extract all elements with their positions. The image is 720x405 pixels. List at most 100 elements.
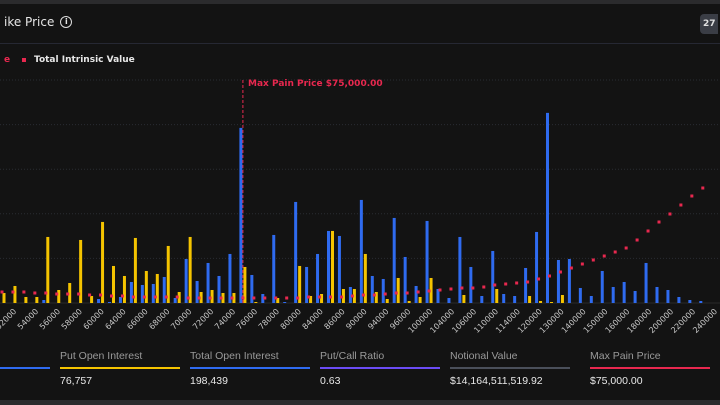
intrinsic-value-point [372,293,376,297]
put-oi-bar [374,291,378,303]
intrinsic-value-point [580,262,584,266]
x-tick-label: 240000 [691,307,719,335]
call-oi-bar [184,258,188,303]
intrinsic-value-point [307,295,311,299]
call-oi-bar [348,286,352,303]
call-oi-bar [97,298,101,303]
put-oi-bar [46,236,50,303]
intrinsic-value-point [208,296,212,300]
call-oi-bar [622,281,626,303]
put-oi-bar [407,300,411,303]
put-oi-bar [396,277,400,303]
intrinsic-value-point [0,290,4,294]
intrinsic-value-point [252,296,256,300]
stat-label: Max Pain Price [590,350,661,362]
x-tick-label: 58000 [60,307,84,331]
put-oi-bar [352,288,356,303]
intrinsic-value-point [537,277,541,281]
intrinsic-value-point [33,291,37,295]
call-oi-bar [567,258,571,303]
stat-label [0,350,50,367]
put-oi-bar [177,291,181,303]
put-oi-bar [188,236,192,303]
intrinsic-value-point [77,292,81,296]
x-tick-label: 86000 [322,307,346,331]
call-oi-bar [644,262,648,303]
call-oi-bar [535,231,539,303]
intrinsic-value-point [635,238,639,242]
intrinsic-value-point [131,295,135,299]
intrinsic-value-point [548,274,551,278]
put-oi-bar [385,298,389,303]
intrinsic-value-point [515,281,519,285]
put-oi-bar [35,296,39,303]
call-oi-bar [162,276,166,303]
range-button[interactable]: 27 [700,14,718,34]
call-oi-bar [173,297,177,303]
x-tick-label: 84000 [301,307,325,331]
x-tick-label: 80000 [279,307,303,331]
intrinsic-value-point [22,290,26,294]
intrinsic-value-point [142,295,146,299]
call-oi-bar [655,286,659,303]
call-oi-bar [195,280,199,303]
put-oi-bar [199,291,203,303]
call-oi-bar [436,288,440,303]
stat-label: Put Open Interest [60,350,143,362]
intrinsic-value-point [175,295,179,299]
stat-value: $75,000.00 [590,375,643,387]
put-oi-bar [462,294,466,303]
call-oi-bar [480,295,484,303]
intrinsic-value-point [11,290,15,294]
call-oi-bar [316,253,320,303]
intrinsic-value-point [701,186,705,190]
intrinsic-value-point [153,295,157,299]
intrinsic-value-point [558,270,562,274]
call-oi-bar [414,285,418,303]
intrinsic-value-point [449,287,453,291]
intrinsic-value-point [197,296,201,300]
call-oi-bar [611,286,615,303]
stat-value: $14,164,511,519.92 [450,375,543,387]
put-oi-bar [122,275,126,303]
call-oi-bar [447,297,451,303]
put-oi-bar [221,292,225,303]
intrinsic-value-point [482,285,486,289]
call-oi-bar [633,290,637,303]
chart-title-text: ike Price [4,15,55,29]
call-oi-bar [425,220,429,303]
call-oi-bar [359,199,363,303]
info-circle-icon[interactable]: i [60,16,73,28]
intrinsic-value-point [329,295,332,299]
x-tick-label: 94000 [366,307,390,331]
intrinsic-value-point [66,292,70,296]
legend-item-partial[interactable]: e [4,55,11,65]
window-bottom-bar [0,400,720,405]
x-tick-label: 64000 [103,307,127,331]
legend-item-intrinsic[interactable]: Total Intrinsic Value [22,55,135,65]
put-oi-bar [429,277,433,303]
call-oi-bar [272,234,276,303]
call-oi-bar [206,262,210,303]
stat-call-oi [0,350,50,375]
intrinsic-value-point [569,266,573,270]
stat-total-oi: Total Open Interest 198,439 [190,350,310,387]
x-tick-label: 60000 [82,307,106,331]
call-oi-bar [250,274,254,303]
intrinsic-value-point [471,286,475,290]
call-oi-bar [524,267,528,303]
call-oi-bar [381,278,385,303]
x-tick-label: 54000 [16,307,40,331]
intrinsic-value-point [657,220,661,224]
intrinsic-value-point [339,295,343,299]
chart-title: ike Price i [4,15,73,29]
intrinsic-value-point [460,286,464,290]
call-oi-bar [294,201,298,303]
stat-max-pain: Max Pain Price $75,000.00 [590,350,710,387]
x-tick-label: 52000 [0,307,18,331]
stat-underline [190,367,310,369]
intrinsic-value-point [55,292,59,296]
call-oi-bar [469,266,473,303]
call-oi-bar [677,296,681,303]
intrinsic-value-point [591,258,595,262]
